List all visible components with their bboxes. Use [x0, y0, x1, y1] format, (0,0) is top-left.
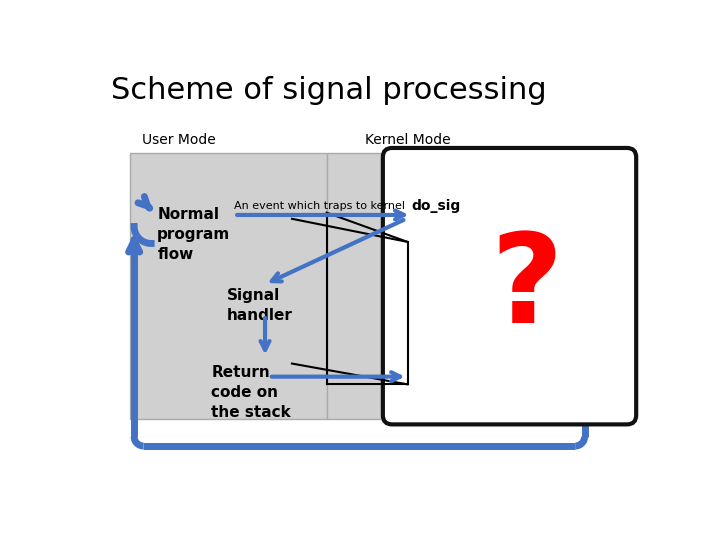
Text: Return
code on
the stack: Return code on the stack: [211, 365, 291, 420]
FancyBboxPatch shape: [383, 148, 636, 424]
Text: Normal
program
flow: Normal program flow: [157, 207, 230, 262]
Text: An event which traps to kernel: An event which traps to kernel: [234, 201, 405, 211]
Text: User Mode: User Mode: [142, 133, 215, 147]
Text: Signal
handler: Signal handler: [227, 288, 292, 323]
Text: do_sig: do_sig: [411, 199, 461, 213]
Bar: [130, 153, 327, 419]
Text: ?: ?: [490, 227, 563, 349]
Text: Kernel Mode: Kernel Mode: [365, 133, 451, 147]
Bar: [327, 153, 619, 419]
Text: Scheme of signal processing: Scheme of signal processing: [111, 76, 546, 105]
